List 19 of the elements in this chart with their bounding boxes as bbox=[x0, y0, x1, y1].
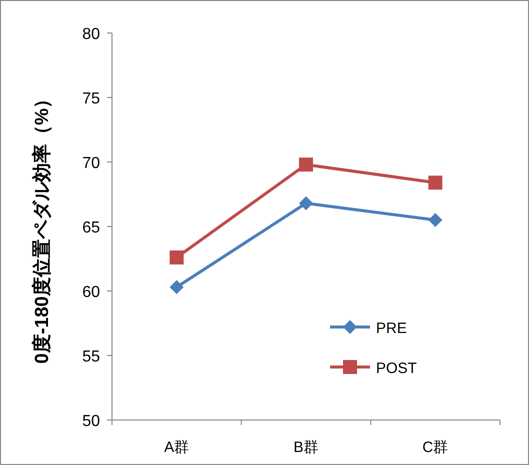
x-tick-label: B群 bbox=[293, 439, 319, 456]
point bbox=[428, 176, 442, 190]
y-tick-label: 55 bbox=[82, 348, 100, 366]
legend-label: PRE bbox=[376, 320, 407, 337]
x-tick-label: A群 bbox=[164, 439, 190, 456]
y-tick-label: 65 bbox=[82, 220, 100, 236]
point bbox=[170, 250, 184, 264]
y-tick-label: 75 bbox=[82, 90, 100, 108]
x-tick-label: C群 bbox=[422, 439, 448, 456]
point bbox=[299, 196, 313, 210]
point bbox=[170, 280, 184, 294]
y-tick-label: 80 bbox=[82, 26, 100, 43]
y-tick-label: 50 bbox=[82, 413, 100, 430]
point bbox=[299, 158, 313, 172]
legend-label: POST bbox=[376, 360, 417, 377]
y-tick-label: 70 bbox=[82, 155, 100, 172]
y-axis-title: 0度-180度位置ペダル効率（%） bbox=[31, 89, 53, 364]
y-tick-label: 60 bbox=[82, 284, 100, 301]
point bbox=[428, 213, 442, 228]
